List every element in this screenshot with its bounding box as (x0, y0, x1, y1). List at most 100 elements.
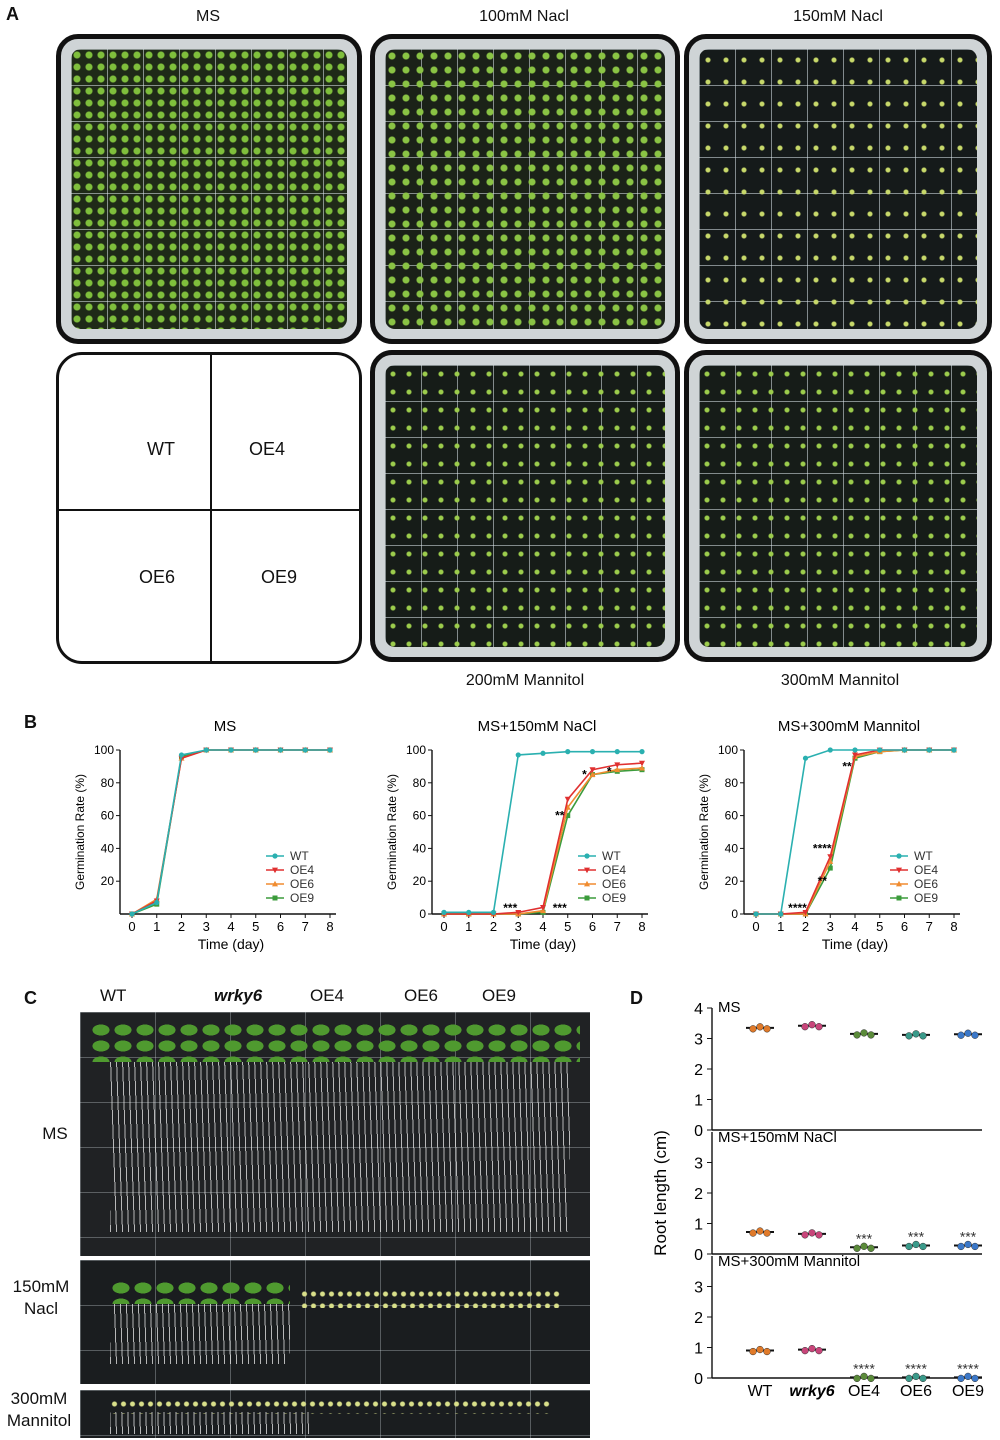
category-label-oe9: OE9 (952, 1383, 984, 1400)
significance-mark: ** (555, 809, 565, 823)
y-tick-label: 1 (694, 1093, 703, 1110)
plate-300mannitol (684, 350, 992, 662)
data-point (815, 1231, 823, 1239)
series-point-oe4 (802, 909, 809, 916)
series-point-wt (228, 747, 234, 753)
series-point-wt (589, 749, 596, 755)
series-point-oe6 (614, 766, 621, 773)
legend-entry-wt: WT (290, 849, 309, 863)
data-point (860, 1029, 868, 1037)
data-point (801, 1231, 809, 1239)
y-tick-label: 40 (101, 841, 115, 855)
panel-title: MS+300mM Mannitol (718, 1253, 860, 1270)
category-label-wt: WT (748, 1383, 773, 1400)
legend-marker (584, 880, 590, 887)
y-tick-label: 80 (101, 776, 115, 790)
data-point (801, 1023, 809, 1031)
legend-marker (896, 880, 902, 887)
data-point (853, 1031, 861, 1039)
y-tick-label: 3 (694, 1032, 703, 1049)
significance-mark: **** (813, 841, 832, 855)
legend-entry-oe4: OE4 (602, 863, 626, 877)
root-length-chart: 0 1 2 3 4 MS 0 1 2 3 MS+150mM NaCl *** *** *** 0 1 2 3 MS+… (651, 999, 984, 1400)
data-point (905, 1242, 913, 1251)
series-point-wt (778, 911, 784, 917)
y-tick-label: 100 (718, 743, 738, 757)
data-point (919, 1242, 927, 1251)
plate-label-150nacl: 150mM Nacl (793, 8, 883, 25)
data-point (919, 1374, 927, 1383)
y-tick-label: 20 (725, 874, 739, 888)
legend-entry-wt: WT (602, 849, 621, 863)
significance-mark: *** (908, 1228, 925, 1244)
legend-entry-wt: WT (914, 849, 933, 863)
legend-marker (584, 895, 590, 901)
x-tick-label: 6 (589, 919, 596, 934)
data-point (860, 1242, 868, 1250)
series-point-wt (203, 747, 209, 753)
series-point-oe4 (564, 796, 571, 803)
x-axis-label: Time (day) (198, 936, 264, 952)
y-tick-label: 0 (694, 1371, 703, 1388)
data-point (756, 1023, 764, 1031)
y-axis-label: Germination Rate (%) (697, 774, 711, 890)
x-tick-label: 2 (802, 919, 809, 934)
y-tick-label: 0 (731, 907, 738, 921)
data-point (964, 1240, 972, 1249)
series-point-wt (802, 755, 809, 761)
x-tick-label: 5 (564, 919, 571, 934)
y-tick-label: 3 (694, 1280, 703, 1297)
significance-mark: * (582, 768, 587, 782)
data-point (815, 1346, 823, 1355)
layout-label-wt: WT (147, 439, 175, 459)
significance-mark: * (607, 764, 612, 778)
root-length-panel-2: 0 1 2 3 MS+150mM NaCl *** *** *** (694, 1129, 982, 1264)
data-point (853, 1374, 861, 1383)
x-tick-label: 8 (326, 919, 333, 934)
series-point-oe9 (827, 865, 833, 871)
series-point-wt (614, 749, 620, 755)
plate-label-200mannitol: 200mM Mannitol (465, 672, 585, 689)
row-label-ms: MS (42, 1124, 68, 1143)
series-point-oe4 (827, 854, 834, 860)
legend-marker (584, 853, 590, 859)
y-tick-label: 80 (413, 776, 427, 790)
data-point (867, 1374, 875, 1383)
plate-150nacl (684, 34, 992, 344)
panel-a-letter: A (6, 4, 19, 24)
data-point (756, 1345, 764, 1354)
y-tick-label: 60 (725, 809, 739, 823)
data-point (912, 1030, 920, 1038)
data-point (912, 1240, 920, 1249)
legend-marker (272, 853, 278, 859)
series-point-wt (154, 899, 160, 906)
legend-marker (272, 880, 278, 887)
chart-title: MS+150mM NaCl (478, 718, 597, 735)
series-point-oe6 (639, 764, 645, 771)
y-tick-label: 40 (725, 841, 739, 855)
row-label-mannitol: 300mM Mannitol (6, 1389, 72, 1430)
series-point-wt (901, 747, 908, 753)
legend-entry-oe9: OE9 (602, 891, 626, 905)
data-point (971, 1031, 979, 1039)
x-tick-label: 3 (203, 919, 210, 934)
germination-chart-2: MS+150mM NaCl 0 20 40 60 80 100 0 1 2 3 4 5 6 7 8 Time (… (385, 718, 648, 952)
x-tick-label: 7 (926, 919, 933, 934)
data-point (919, 1032, 927, 1040)
plate-label-300mannitol: 300mM Mannitol (780, 672, 900, 689)
y-tick-label: 100 (94, 743, 114, 757)
root-length-panel-3: 0 1 2 3 MS+300mM Mannitol **** **** **** (694, 1253, 982, 1388)
series-point-oe6 (589, 771, 596, 777)
genotype-layout-box: WT OE4 OE6 OE9 (56, 352, 362, 664)
legend-marker (272, 895, 278, 901)
y-tick-label: 80 (725, 776, 739, 790)
y-tick-label: 0 (694, 1247, 703, 1264)
layout-label-oe6: OE6 (139, 567, 176, 587)
x-tick-label: 8 (638, 919, 645, 934)
x-tick-label: 5 (252, 919, 259, 934)
col-label-wrky6: wrky6 (214, 986, 263, 1005)
data-point (867, 1031, 875, 1039)
significance-mark: *** (960, 1228, 977, 1244)
legend-entry-oe4: OE4 (914, 863, 938, 877)
x-tick-label: 1 (465, 919, 472, 934)
